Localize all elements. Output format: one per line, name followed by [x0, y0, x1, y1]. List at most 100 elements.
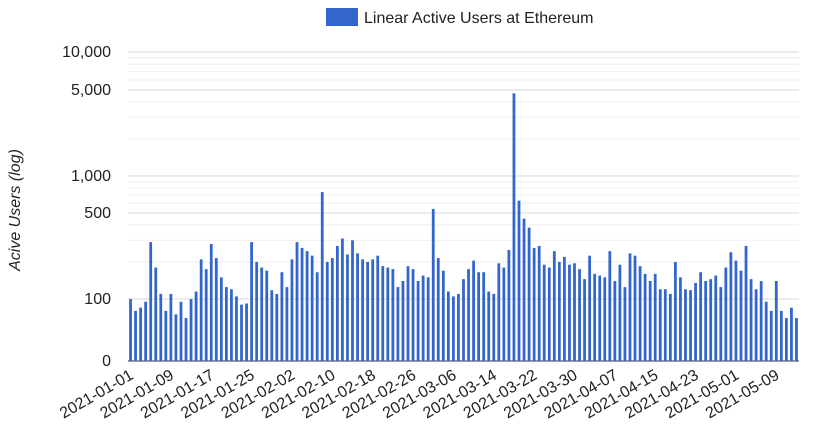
bar: [290, 259, 294, 361]
bar: [441, 270, 445, 361]
bar: [184, 318, 188, 361]
bar: [502, 267, 506, 361]
bar: [376, 255, 380, 361]
bar: [341, 238, 344, 361]
bar: [315, 272, 319, 361]
legend-label: Linear Active Users at Ethereum: [364, 10, 593, 27]
bar: [245, 303, 248, 361]
bar: [542, 264, 546, 361]
bar: [134, 310, 137, 361]
bar: [749, 279, 753, 361]
bar: [739, 270, 743, 361]
bar: [507, 250, 511, 361]
bar: [335, 245, 339, 361]
y-tick-label: 1,000: [71, 168, 111, 185]
bar: [658, 289, 662, 361]
bar: [275, 293, 279, 361]
bar: [391, 269, 395, 361]
legend-swatch: [326, 8, 358, 26]
bar: [411, 269, 415, 361]
bar: [759, 281, 763, 361]
bar: [280, 272, 284, 361]
bar: [199, 259, 203, 361]
bar: [421, 275, 425, 361]
bar: [416, 281, 420, 361]
bar: [164, 310, 168, 361]
bar: [674, 261, 677, 361]
bar: [638, 266, 642, 361]
bar: [214, 258, 218, 361]
bar: [709, 279, 713, 361]
bar: [623, 287, 627, 361]
bar: [573, 263, 576, 361]
bar: [729, 252, 733, 361]
bar: [371, 259, 375, 361]
bar: [174, 314, 178, 361]
bar: [744, 245, 748, 361]
bar: [668, 293, 672, 361]
bar: [719, 287, 723, 361]
bar: [356, 253, 359, 361]
x-axis-ticks: 2021-01-012021-01-092021-01-172021-01-25…: [57, 367, 782, 423]
bar: [769, 310, 773, 361]
bar: [648, 281, 652, 361]
bar: [224, 287, 228, 361]
bar: [129, 299, 132, 361]
bar: [704, 281, 708, 361]
bar: [204, 269, 208, 361]
bar: [426, 277, 430, 361]
bar: [300, 247, 304, 361]
bar: [431, 208, 435, 361]
bar: [396, 287, 400, 361]
bar: [462, 279, 465, 361]
bar: [144, 301, 148, 361]
bar: [401, 281, 405, 361]
y-tick-label: 100: [84, 291, 111, 308]
bar: [699, 272, 703, 361]
bar: [684, 289, 687, 361]
bar: [482, 272, 486, 361]
bar: [532, 247, 536, 361]
bar: [325, 261, 329, 361]
bar: [613, 281, 617, 361]
bar: [764, 301, 768, 361]
bar: [633, 255, 637, 361]
bar: [603, 277, 607, 361]
bar: [679, 277, 682, 361]
y-axis-title: Acive Users (log): [7, 149, 24, 272]
bar: [598, 275, 602, 361]
bar: [472, 260, 475, 361]
y-tick-label: 500: [84, 205, 111, 222]
bar: [779, 310, 783, 361]
bar: [260, 267, 264, 361]
bar: [310, 255, 314, 361]
bar: [219, 277, 223, 361]
bar: [568, 264, 571, 361]
bar: [346, 254, 349, 361]
bar: [689, 290, 692, 361]
bar: [527, 227, 531, 361]
bar-series: [129, 93, 798, 361]
bar: [351, 240, 354, 361]
bar: [512, 93, 516, 361]
bar: [240, 304, 243, 361]
bar: [169, 293, 173, 361]
bar: [457, 293, 460, 361]
bar: [194, 291, 198, 361]
bar: [366, 261, 370, 361]
bar: [189, 299, 193, 361]
bar: [149, 242, 153, 361]
bar: [588, 255, 592, 361]
bar: [209, 243, 213, 361]
bar: [522, 218, 526, 361]
bar: [255, 261, 259, 361]
bar: [305, 251, 309, 361]
bar: [774, 281, 778, 361]
bar: [235, 296, 238, 361]
y-tick-label: 10,000: [62, 44, 111, 61]
bar: [467, 269, 470, 361]
bar: [754, 289, 758, 361]
y-axis-ticks: 0 100 500 1,000 5,000 10,000: [62, 44, 111, 370]
